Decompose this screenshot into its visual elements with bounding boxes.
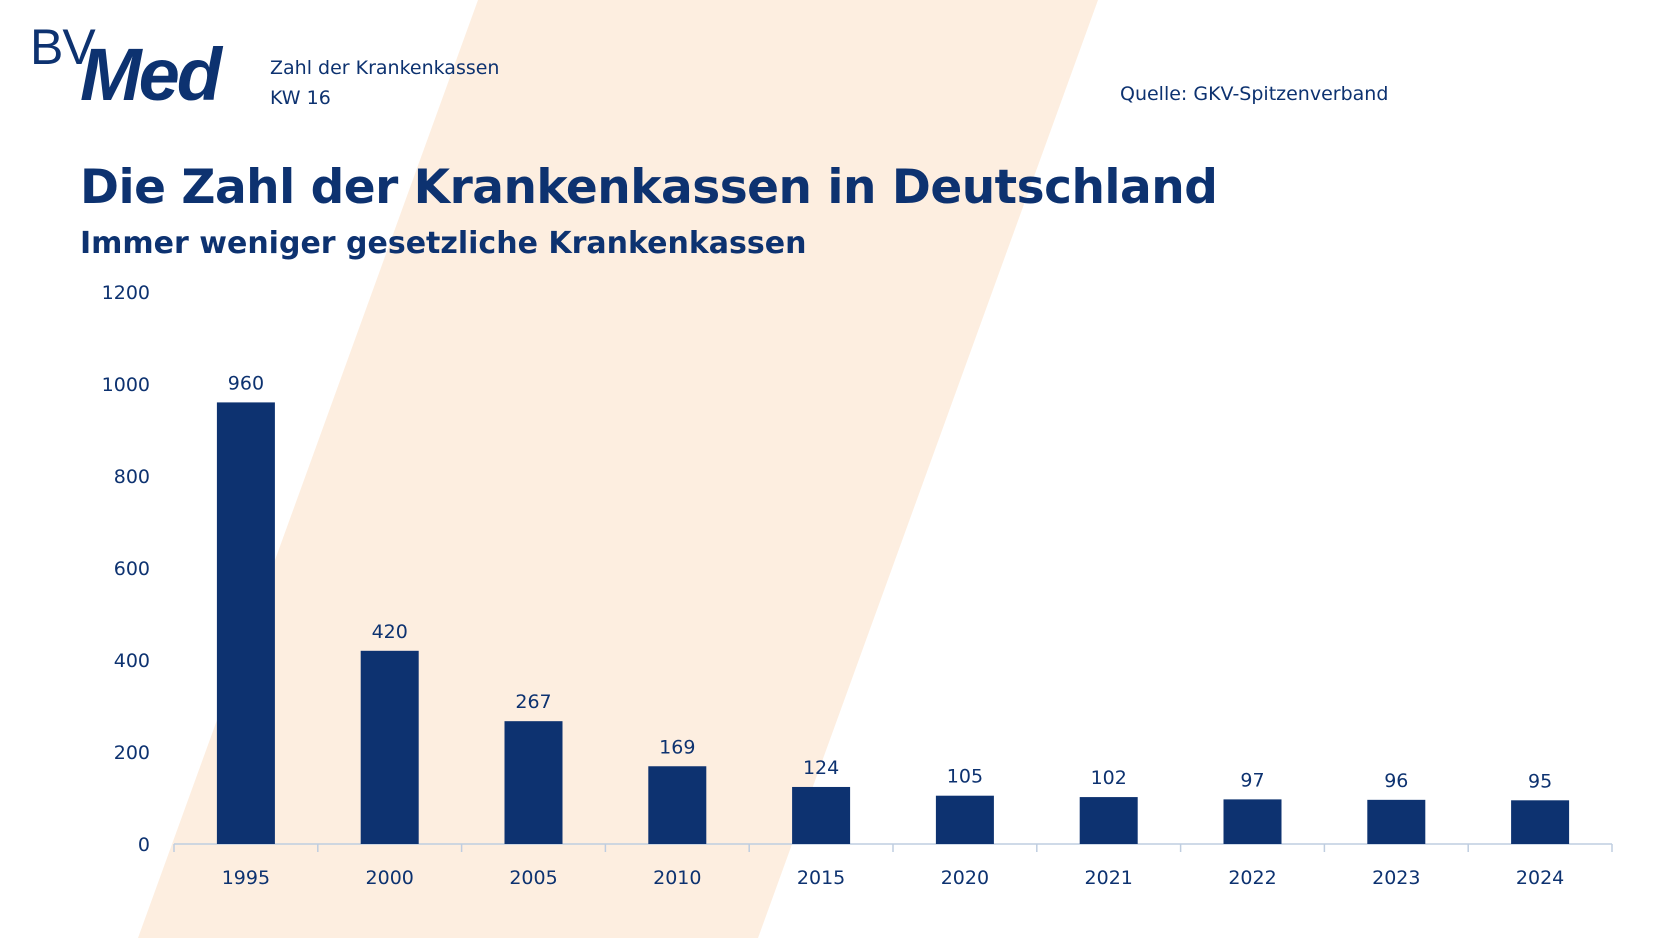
y-tick-label: 400	[114, 650, 150, 672]
logo-main: Med	[80, 33, 222, 116]
data-label-2020: 105	[947, 766, 983, 788]
x-tick-label-2024: 2024	[1516, 867, 1564, 889]
data-label-2015: 124	[803, 757, 839, 779]
bar-2015	[792, 786, 851, 844]
bar-1995	[216, 402, 275, 844]
chart-subtitle: Immer weniger gesetzliche Krankenkassen	[80, 226, 807, 261]
x-tick-label-1995: 1995	[222, 867, 270, 889]
x-tick-label-2021: 2021	[1085, 867, 1133, 889]
chart-title: Die Zahl der Krankenkassen in Deutschlan…	[80, 160, 1218, 215]
data-label-2010: 169	[659, 736, 695, 758]
data-label-1995: 960	[228, 372, 264, 394]
y-tick-label: 1000	[102, 374, 150, 396]
x-tick-label-2005: 2005	[509, 867, 557, 889]
y-tick-label: 0	[138, 834, 150, 856]
y-tick-label: 200	[114, 742, 150, 764]
data-label-2023: 96	[1384, 770, 1408, 792]
header-meta: Zahl der Krankenkassen KW 16	[270, 53, 499, 113]
y-tick-label: 800	[114, 466, 150, 488]
y-tick-label: 600	[114, 558, 150, 580]
bar-2024	[1511, 800, 1570, 844]
data-label-2021: 102	[1091, 767, 1127, 789]
bar-2020	[935, 795, 994, 844]
x-tick-label-2015: 2015	[797, 867, 845, 889]
x-tick-label-2022: 2022	[1228, 867, 1276, 889]
data-label-2005: 267	[515, 691, 551, 713]
data-label-2022: 97	[1240, 769, 1264, 791]
bar-2010	[648, 766, 707, 844]
topic-label: Zahl der Krankenkassen	[270, 57, 500, 79]
bvmed-logo: BV Med	[30, 19, 245, 112]
data-label-2000: 420	[372, 621, 408, 643]
source-label: Quelle: GKV-Spitzenverband	[1120, 83, 1389, 105]
bar-2021	[1079, 797, 1138, 844]
y-tick-label: 1200	[102, 282, 150, 304]
x-tick-label-2020: 2020	[941, 867, 989, 889]
x-tick-label-2000: 2000	[366, 867, 414, 889]
bar-2000	[360, 650, 419, 844]
bar-2005	[504, 721, 563, 844]
x-tick-label-2023: 2023	[1372, 867, 1420, 889]
data-label-2024: 95	[1528, 770, 1552, 792]
bar-2023	[1367, 799, 1426, 844]
x-tick-label-2010: 2010	[653, 867, 701, 889]
bar-2022	[1223, 799, 1282, 844]
week-label: KW 16	[270, 87, 331, 109]
logo-prefix: BV	[30, 19, 96, 75]
